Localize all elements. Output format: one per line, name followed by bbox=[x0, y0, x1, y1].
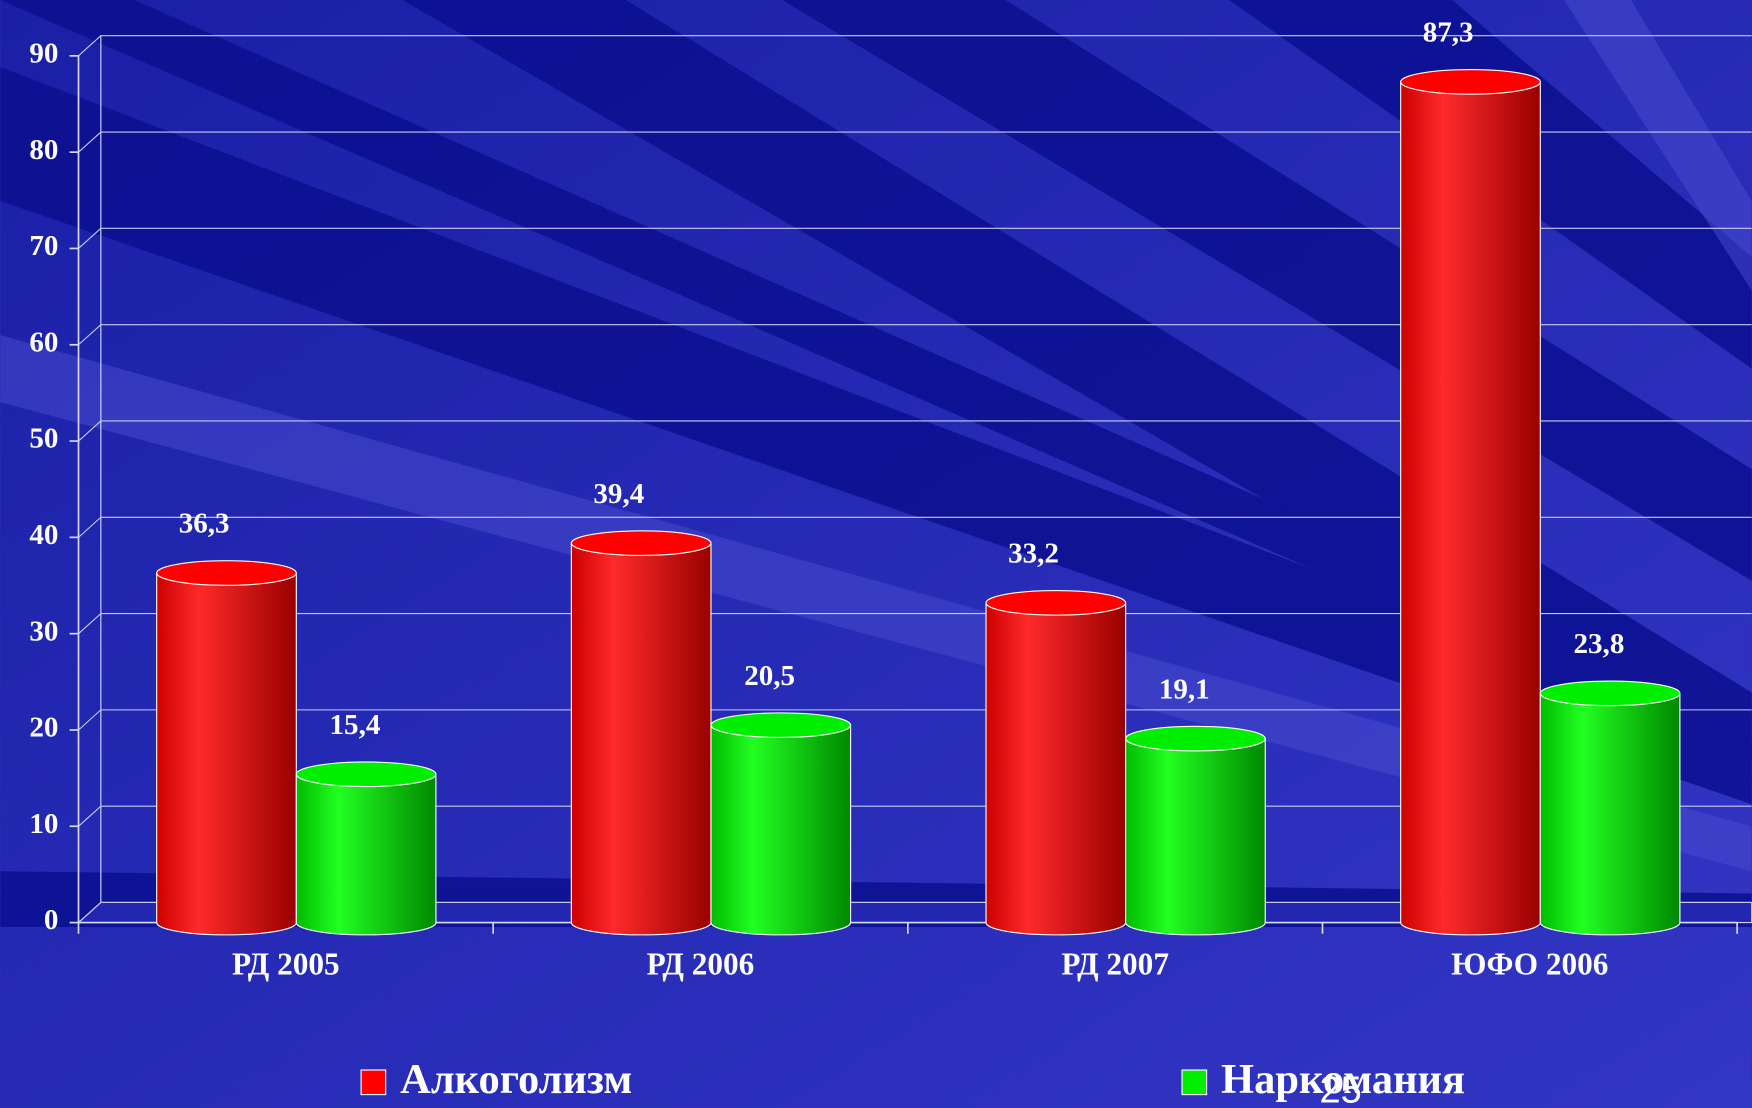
legend-label: Алкоголизм bbox=[400, 1056, 632, 1103]
bar bbox=[1400, 81, 1541, 936]
bar bbox=[156, 572, 297, 936]
bar-top bbox=[985, 590, 1127, 616]
value-label: 87,3 bbox=[1423, 17, 1474, 49]
grid-line bbox=[78, 709, 1752, 731]
bar bbox=[985, 602, 1127, 936]
y-tick-label: 40 bbox=[29, 519, 58, 551]
y-tick-label: 80 bbox=[29, 134, 58, 166]
bar-top bbox=[1539, 680, 1681, 707]
grid-line bbox=[78, 227, 1752, 249]
x-tick-label: ЮФО 2006 bbox=[1451, 946, 1608, 981]
bar bbox=[295, 773, 437, 936]
y-tick-label: 70 bbox=[29, 230, 58, 262]
y-tick-label: 60 bbox=[29, 326, 58, 358]
x-tick-label: РД 2007 bbox=[1061, 946, 1169, 981]
bar-top bbox=[570, 530, 712, 556]
bar-top bbox=[710, 712, 852, 739]
grid-line bbox=[78, 324, 1752, 346]
y-tick-label: 50 bbox=[29, 423, 58, 455]
grid-line bbox=[78, 420, 1752, 442]
y-tick-label: 90 bbox=[29, 38, 58, 70]
bar-top bbox=[295, 761, 437, 788]
bar-top bbox=[156, 560, 297, 586]
bar-top bbox=[1125, 725, 1266, 752]
y-tick-label: 20 bbox=[29, 712, 58, 744]
bar bbox=[1125, 738, 1266, 936]
page-number: 25 bbox=[1320, 1069, 1362, 1108]
grid-line bbox=[78, 131, 1752, 153]
value-label: 15,4 bbox=[330, 709, 381, 741]
value-label: 19,1 bbox=[1159, 673, 1210, 705]
bar bbox=[1539, 692, 1681, 936]
grid-line bbox=[78, 516, 1752, 538]
value-label: 36,3 bbox=[179, 508, 230, 540]
value-label: 39,4 bbox=[593, 478, 644, 510]
bar bbox=[570, 542, 712, 936]
x-tick-label: РД 2006 bbox=[647, 946, 755, 981]
legend-label: Наркомания bbox=[1221, 1056, 1465, 1103]
legend-swatch bbox=[1181, 1069, 1208, 1096]
y-tick-label: 30 bbox=[29, 615, 58, 647]
value-label: 23,8 bbox=[1574, 628, 1625, 660]
value-label: 20,5 bbox=[744, 660, 795, 692]
grid-line bbox=[78, 613, 1752, 635]
y-tick-label: 0 bbox=[44, 904, 59, 936]
y-tick-label: 10 bbox=[29, 808, 58, 840]
value-label: 33,2 bbox=[1008, 538, 1059, 570]
x-tick-label: РД 2005 bbox=[232, 946, 340, 981]
grid-line bbox=[78, 35, 1752, 57]
bar bbox=[710, 724, 852, 936]
bar-top bbox=[1400, 69, 1541, 95]
legend-swatch bbox=[360, 1069, 387, 1096]
